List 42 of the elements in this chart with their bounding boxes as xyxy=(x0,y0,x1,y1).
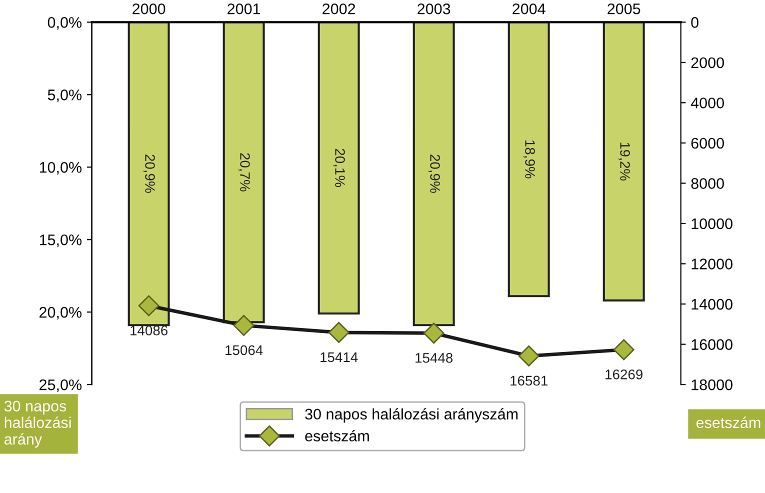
x-tick-label: 2005 xyxy=(608,3,640,14)
y2-tick-label: 4000 xyxy=(690,98,724,108)
y2-tick-label: 12000 xyxy=(692,258,732,270)
data-label: 20,7% xyxy=(238,153,250,192)
y2-tick-label: 14000 xyxy=(692,298,732,310)
y-tick-label: 25,0% xyxy=(40,379,82,392)
data-label: 16269 xyxy=(606,370,642,380)
y2-tick-label: 8000 xyxy=(691,178,724,189)
data-label: 20,9% xyxy=(428,154,440,193)
bar xyxy=(412,22,455,326)
x-tick-label: 2001 xyxy=(228,3,260,14)
x-tick-label: 2004 xyxy=(512,3,546,14)
y2-axis-title: esetszám xyxy=(696,416,760,428)
data-label: 20,1% xyxy=(333,148,345,188)
y-tick-label: 20,0% xyxy=(40,306,82,320)
y2-tick-label: 2000 xyxy=(691,57,724,68)
y2-tick-label: 6000 xyxy=(691,138,724,149)
data-label: 16581 xyxy=(510,376,548,386)
y2-tick-label: 10000 xyxy=(692,218,732,230)
bar xyxy=(602,22,645,302)
data-label: 14086 xyxy=(130,326,168,336)
x-tick-label: 2000 xyxy=(132,3,166,14)
data-label: 15064 xyxy=(226,345,263,356)
y2-tick-label: 18000 xyxy=(692,379,732,390)
y-tick-label: 5,0% xyxy=(48,90,82,102)
data-label: 18,9% xyxy=(523,140,535,178)
bar xyxy=(508,22,550,298)
y2-tick-label: 0 xyxy=(691,17,698,28)
y-tick-label: 15,0% xyxy=(40,234,82,248)
data-label: 15448 xyxy=(416,352,453,363)
data-label: 20,9% xyxy=(143,154,155,193)
data-label: 19,2% xyxy=(618,142,630,181)
x-tick-label: 2003 xyxy=(418,3,450,14)
y-tick-label: 10,0% xyxy=(40,162,82,175)
y-axis-title: 30 napos halálozási arány xyxy=(4,400,71,448)
y2-tick-label: 16000 xyxy=(692,339,732,350)
data-label: 15414 xyxy=(320,352,358,362)
legend-label: esetszám xyxy=(305,430,369,442)
legend-label: 30 napos halálozási arányszám xyxy=(305,408,518,423)
y-tick-label: 0,0% xyxy=(48,17,82,30)
bar xyxy=(318,22,360,315)
x-tick-label: 2002 xyxy=(322,3,356,14)
